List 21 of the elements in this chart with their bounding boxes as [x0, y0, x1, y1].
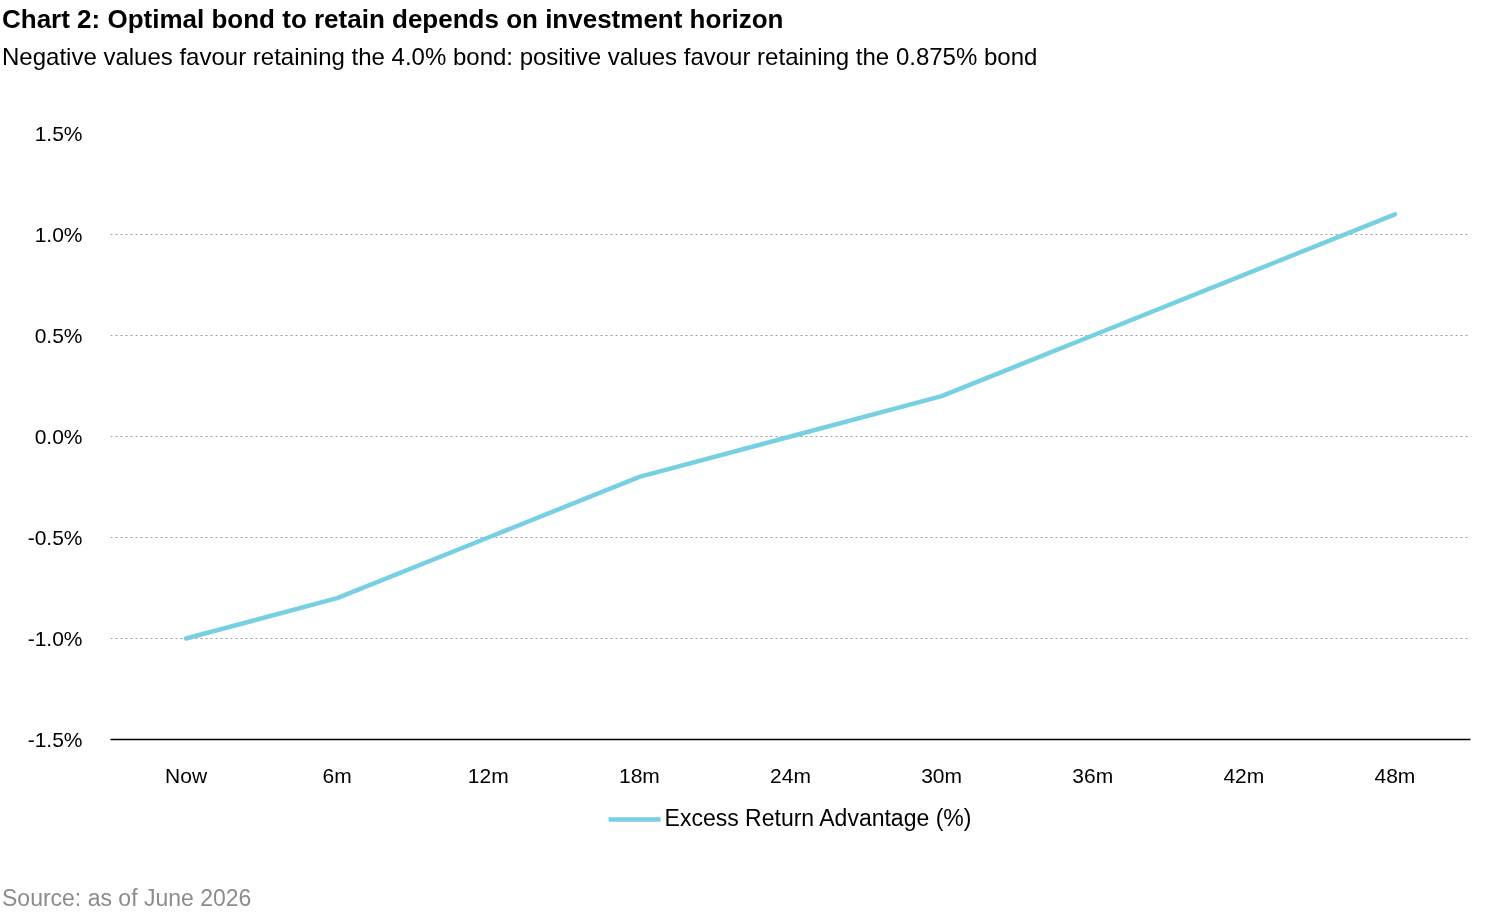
source-note: Source: as of June 2026: [2, 884, 252, 913]
x-tick-label: 48m: [1374, 763, 1416, 787]
x-tick-label: 24m: [770, 763, 811, 787]
legend-label: Excess Return Advantage (%): [664, 805, 972, 832]
y-tick-label: -1.5%: [27, 728, 83, 751]
y-tick-label: 0.5%: [34, 324, 83, 347]
y-tick-label: 1.0%: [34, 223, 83, 246]
x-tick-label: 12m: [467, 763, 509, 787]
x-tick-label: 30m: [921, 763, 963, 787]
y-tick-label: -1.0%: [27, 627, 83, 650]
x-tick-label: Now: [165, 763, 208, 787]
chart-subtitle: Negative values favour retaining the 4.0% bond: positive values favour retaining the 0.875% bond: [2, 42, 1038, 72]
x-tick-label: 6m: [322, 763, 352, 787]
y-tick-label: 1.5%: [34, 122, 83, 145]
x-tick-label: 42m: [1223, 763, 1265, 787]
x-tick-label: 18m: [618, 763, 660, 787]
line-series: [183, 212, 1398, 641]
x-tick-label: 36m: [1072, 763, 1114, 787]
y-tick-label: 0.0%: [34, 425, 83, 448]
chart-title: Chart 2: Optimal bond to retain depends on investment horizon: [2, 3, 784, 36]
y-tick-label: -0.5%: [27, 526, 83, 549]
